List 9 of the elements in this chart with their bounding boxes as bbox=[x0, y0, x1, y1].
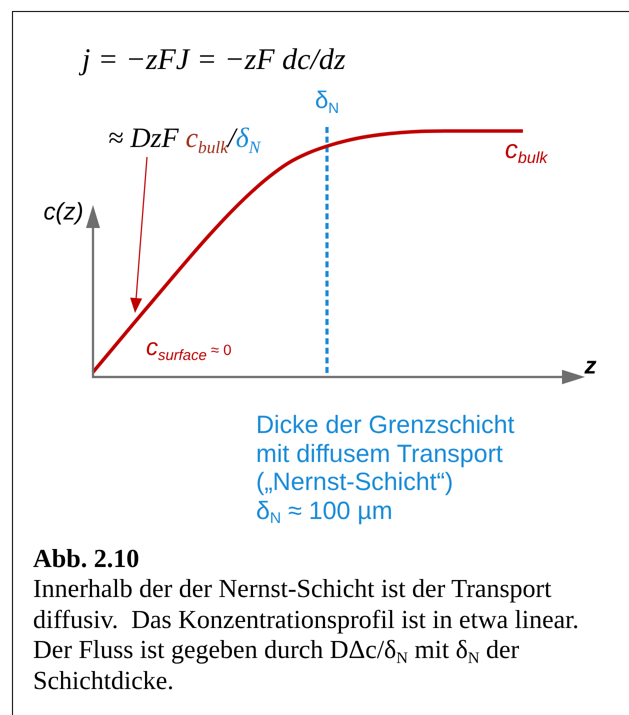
x-axis-title: z bbox=[584, 352, 596, 380]
caption: Abb. 2.10 bbox=[33, 544, 140, 574]
text: Innerhalb der der Nernst-Schicht ist der Transport diffusiv. Das Konzentrationsprofil ist in etwa linear. Der Fluss ist gegeben durch DΔc/δ$_{N}$ mit δ$_{N}$ der Schichtdicke. bbox=[33, 574, 579, 694]
annotation: ≈ DzF c$_{bulk}$/δ$_{N}$ bbox=[108, 122, 260, 157]
series-label: c$_{bulk}$ bbox=[504, 134, 548, 168]
text: Dicke der Grenzschicht mit diffusem Transport („Nernst-Schicht“) δ$_{N}$ ≈ 100 µm bbox=[256, 411, 514, 528]
text: δ$_{N}$ bbox=[314, 87, 340, 117]
y-axis-title: c(z) bbox=[44, 198, 84, 226]
annotation: c$_{surface}$ ≈ 0 bbox=[146, 334, 232, 364]
